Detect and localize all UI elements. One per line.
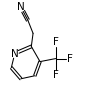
Text: F: F (53, 70, 59, 80)
Text: N: N (11, 48, 19, 59)
Text: F: F (53, 37, 59, 47)
Text: F: F (67, 54, 73, 64)
Text: N: N (17, 2, 25, 12)
